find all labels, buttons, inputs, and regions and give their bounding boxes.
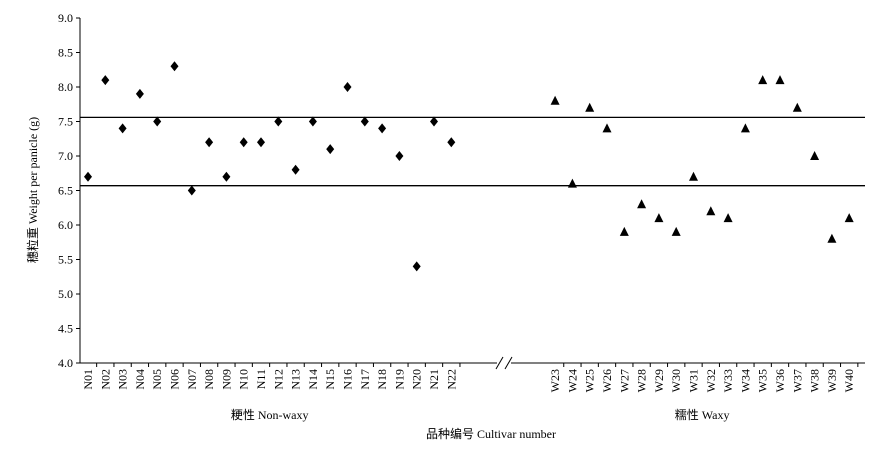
data-point — [689, 171, 698, 181]
data-point — [101, 75, 110, 86]
x-tick-label: W38 — [808, 369, 822, 392]
axis-break — [504, 356, 513, 370]
data-point — [360, 116, 369, 127]
x-tick-label: N15 — [323, 369, 337, 390]
x-tick-label: W35 — [756, 369, 770, 392]
group-label: 糯性 Waxy — [675, 408, 730, 422]
x-tick-label: N03 — [116, 369, 130, 390]
data-point — [827, 233, 837, 243]
x-tick-label: W40 — [842, 369, 856, 392]
x-tick-label: W29 — [652, 369, 666, 392]
y-tick-label: 6.0 — [58, 218, 73, 232]
axis-break — [495, 356, 504, 370]
x-axis-label: 品种编号 Cultivar number — [426, 426, 556, 441]
x-tick-label: N21 — [427, 369, 441, 390]
y-tick-label: 8.5 — [58, 46, 73, 60]
y-tick-label: 7.0 — [58, 149, 73, 163]
data-point — [343, 82, 352, 92]
data-point — [291, 164, 300, 175]
data-point — [775, 75, 785, 85]
x-tick-label: W37 — [790, 369, 804, 392]
y-tick-label: 7.5 — [58, 115, 73, 129]
x-tick-label: N06 — [168, 369, 182, 390]
data-point — [118, 123, 127, 134]
data-point — [740, 123, 750, 133]
x-tick-label: W33 — [721, 369, 735, 392]
data-point — [430, 116, 438, 127]
group-label: 粳性 Non-waxy — [231, 408, 309, 422]
y-tick-label: 5.5 — [58, 253, 73, 267]
data-point — [706, 206, 716, 216]
data-point — [135, 88, 144, 99]
x-tick-label: N04 — [133, 369, 147, 390]
x-tick-label: N12 — [271, 369, 285, 390]
data-point — [619, 226, 629, 236]
x-tick-label: W34 — [738, 369, 752, 392]
data-point — [308, 116, 317, 127]
data-point — [723, 213, 733, 223]
data-point — [153, 116, 162, 127]
y-tick-label: 9.0 — [58, 11, 73, 25]
x-tick-label: N11 — [254, 369, 268, 389]
data-point — [239, 137, 248, 148]
data-point — [602, 123, 612, 133]
x-tick-label: W28 — [635, 369, 649, 392]
x-tick-label: N07 — [185, 369, 199, 390]
x-tick-label: N16 — [341, 369, 355, 390]
data-point — [378, 123, 387, 134]
x-tick-label: W30 — [669, 369, 683, 392]
x-tick-label: N01 — [81, 369, 95, 390]
x-tick-label: W32 — [704, 369, 718, 392]
x-tick-label: N09 — [219, 369, 233, 390]
x-tick-label: N19 — [392, 369, 406, 390]
x-tick-label: N14 — [306, 369, 320, 390]
x-tick-label: W39 — [825, 369, 839, 392]
data-point — [447, 137, 456, 148]
data-point — [412, 261, 421, 272]
data-point — [274, 116, 283, 127]
x-tick-label: N20 — [410, 369, 424, 390]
x-tick-label: N05 — [150, 369, 164, 390]
data-point — [810, 151, 820, 160]
data-point — [84, 171, 92, 182]
x-tick-label: N10 — [237, 369, 251, 390]
y-tick-label: 4.5 — [58, 322, 73, 336]
y-tick-label: 5.0 — [58, 287, 73, 301]
x-tick-label: W31 — [687, 369, 701, 392]
data-point — [326, 144, 335, 155]
data-point — [585, 102, 595, 112]
x-tick-label: W23 — [548, 369, 562, 392]
data-point — [205, 137, 214, 148]
data-point — [654, 213, 664, 223]
data-point — [758, 75, 768, 85]
x-tick-label: W27 — [617, 369, 631, 392]
x-tick-label: W25 — [583, 369, 597, 392]
x-tick-label: N13 — [289, 369, 303, 390]
data-point — [170, 61, 179, 72]
x-tick-label: N17 — [358, 369, 372, 390]
x-tick-label: W26 — [600, 369, 614, 392]
data-point — [567, 178, 577, 188]
x-tick-label: N18 — [375, 369, 389, 390]
x-tick-label: N02 — [98, 369, 112, 390]
data-point — [550, 95, 560, 105]
x-tick-label: N22 — [444, 369, 458, 390]
data-point — [792, 102, 802, 112]
data-point — [222, 171, 231, 182]
y-tick-label: 4.0 — [58, 356, 73, 370]
x-tick-label: W24 — [565, 369, 579, 392]
data-point — [187, 185, 196, 196]
data-point — [395, 151, 404, 161]
data-point — [844, 213, 854, 223]
y-tick-label: 8.0 — [58, 80, 73, 94]
x-tick-label: N08 — [202, 369, 216, 390]
y-axis-label: 穗粒重 Weight per panicle (g) — [25, 117, 40, 263]
data-point — [637, 199, 647, 209]
data-point — [671, 226, 681, 236]
y-tick-label: 6.5 — [58, 184, 73, 198]
x-tick-label: W36 — [773, 369, 787, 392]
data-point — [257, 137, 265, 148]
